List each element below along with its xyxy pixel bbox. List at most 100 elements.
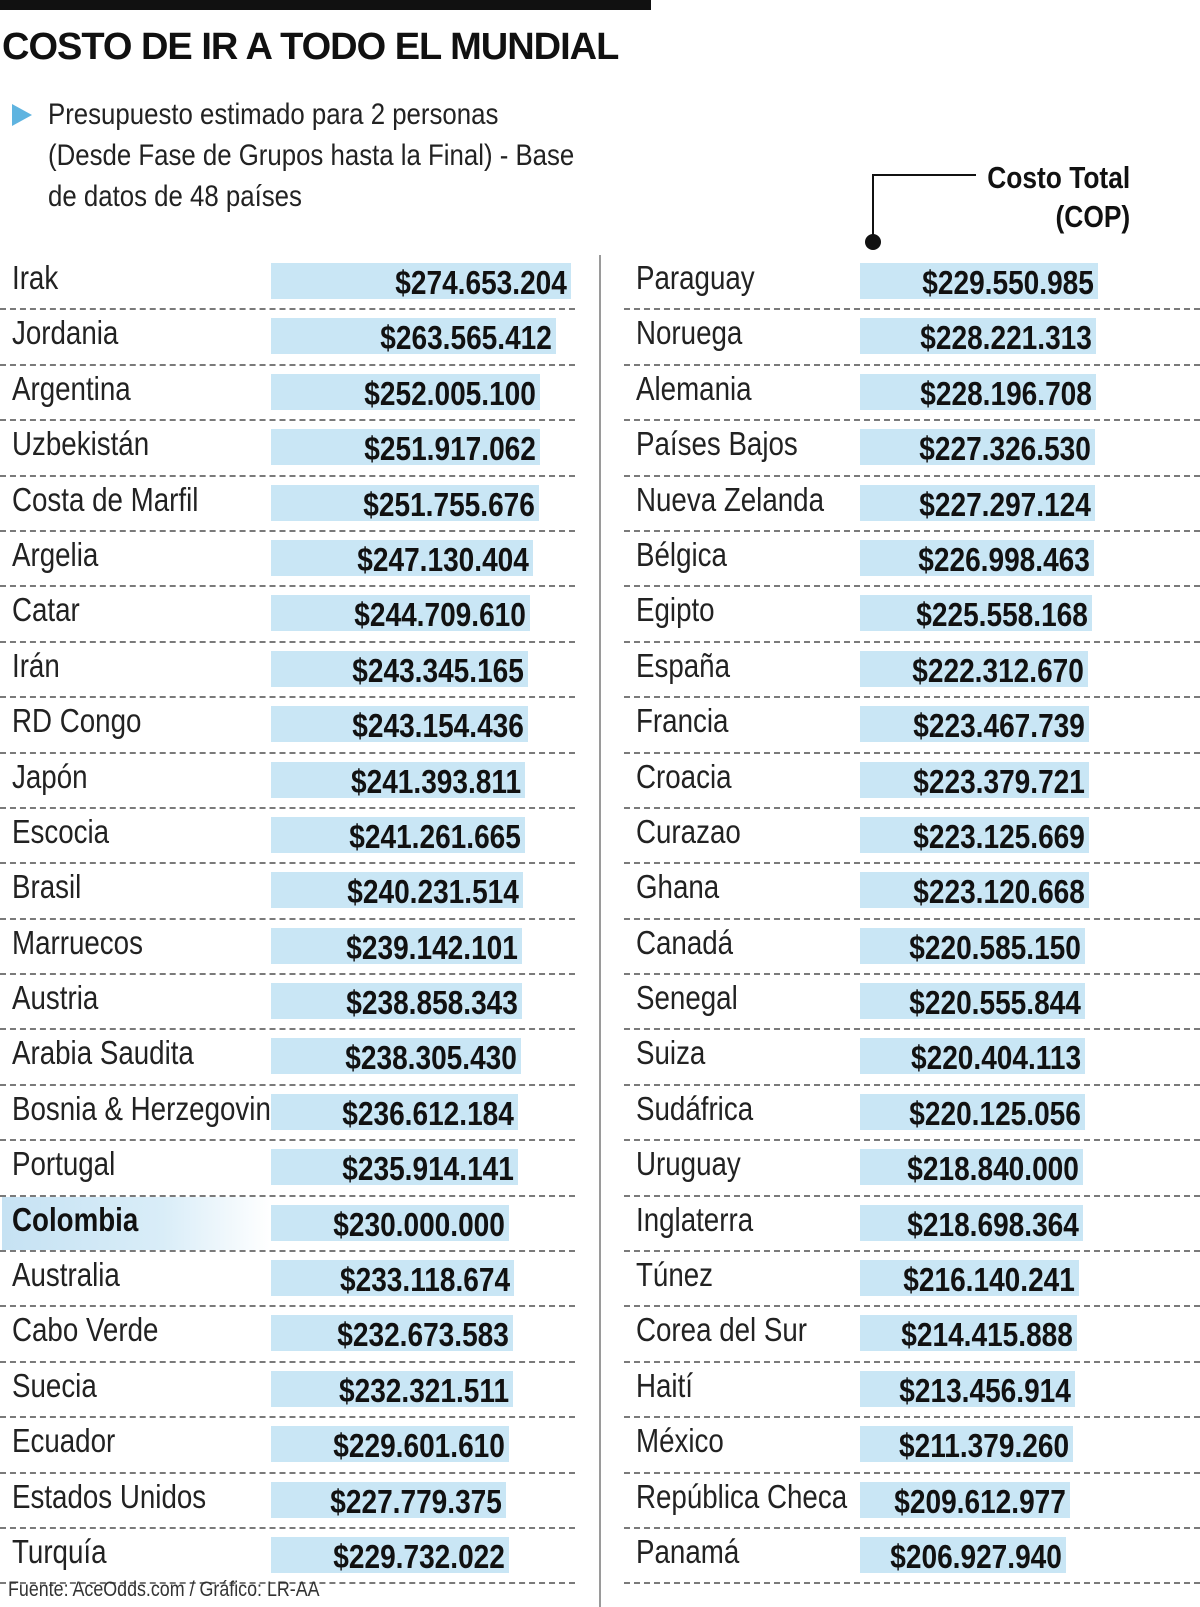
table-row: Escocia $241.261.665 (0, 809, 575, 865)
value-bar: $236.612.184 (271, 1093, 518, 1132)
table-row: Argelia $247.130.404 (0, 532, 575, 588)
country-label: Suecia (12, 1366, 97, 1404)
value-bar: $211.379.260 (860, 1426, 1073, 1464)
value-bar: $229.601.610 (271, 1426, 509, 1465)
country-label: Marruecos (12, 923, 143, 961)
value-label: $236.612.184 (342, 1094, 514, 1132)
value-label: $226.998.463 (918, 540, 1090, 578)
table-row: Austria $238.858.343 (0, 975, 575, 1031)
country-label: Curazao (636, 812, 741, 850)
table-row: Noruega $228.221.313 (624, 310, 1200, 366)
value-bar: $216.140.241 (860, 1260, 1079, 1299)
value-label: $243.345.165 (352, 651, 524, 689)
table-row: Colombia $230.000.000 (0, 1196, 575, 1253)
value-label: $229.601.610 (333, 1427, 505, 1465)
value-bar: $233.118.674 (271, 1260, 514, 1298)
table-row: Arabia Saudita $238.305.430 (0, 1030, 575, 1086)
value-label: $244.709.610 (354, 596, 526, 634)
table-row: Senegal $220.555.844 (624, 975, 1200, 1031)
header-pointer-stem (872, 174, 874, 236)
table-row: República Checa $209.612.977 (624, 1474, 1200, 1529)
table-row: Uruguay $218.840.000 (624, 1141, 1200, 1197)
value-label: $235.914.141 (342, 1150, 514, 1188)
value-label: $216.140.241 (903, 1261, 1075, 1299)
value-label: $220.125.056 (909, 1094, 1081, 1132)
value-bar: $229.550.985 (860, 263, 1098, 301)
value-bar: $243.154.436 (271, 706, 528, 744)
country-label: República Checa (636, 1477, 848, 1515)
value-label: $213.456.914 (899, 1371, 1071, 1409)
value-bar: $227.297.124 (860, 484, 1095, 523)
value-bar: $238.305.430 (271, 1038, 521, 1076)
value-label: $239.142.101 (346, 928, 518, 966)
table-row: Jordania $263.565.412 (0, 310, 575, 366)
country-label: Catar (12, 591, 80, 629)
table-row: Croacia $223.379.721 (624, 754, 1200, 809)
value-bar: $241.261.665 (271, 816, 525, 855)
table-row: Nueva Zelanda $227.297.124 (624, 477, 1200, 532)
value-label: $223.467.739 (913, 707, 1085, 745)
value-bar: $228.196.708 (860, 373, 1096, 412)
country-label: Senegal (636, 979, 738, 1017)
country-label: Portugal (12, 1145, 116, 1183)
value-label: $229.550.985 (922, 264, 1094, 301)
table-row: Alemania $228.196.708 (624, 366, 1200, 422)
source-note: Fuente: AceOdds.com / Gráfico: LR-AA (8, 1578, 320, 1601)
table-row: Irak $274.653.204 (0, 255, 575, 311)
value-bar: $223.125.669 (860, 816, 1089, 855)
value-label: $214.415.888 (901, 1316, 1073, 1354)
value-bar: $226.998.463 (860, 539, 1094, 578)
value-bar: $228.221.313 (860, 318, 1096, 356)
country-label: Cabo Verde (12, 1311, 159, 1349)
value-bar: $214.415.888 (860, 1315, 1077, 1354)
table-row: Curazao $223.125.669 (624, 809, 1200, 865)
value-bar: $238.858.343 (271, 983, 522, 1022)
country-label: Francia (636, 702, 729, 740)
left-column: Irak $274.653.204 Jordania $263.565.412 Arge… (0, 255, 575, 1585)
right-column: Paraguay $229.550.985 Noruega $228.221.313 A… (624, 255, 1200, 1585)
table-row: RD Congo $243.154.436 (0, 698, 575, 754)
table-row: Egipto $225.558.168 (624, 587, 1200, 643)
country-label: Irán (12, 646, 60, 684)
value-bar: $220.555.844 (860, 983, 1085, 1021)
country-label: Colombia (12, 1200, 139, 1238)
value-label: $218.840.000 (907, 1150, 1079, 1188)
value-bar: $247.130.404 (271, 539, 533, 578)
value-bar: $244.709.610 (271, 595, 530, 634)
header-pointer-dot (865, 234, 881, 250)
country-label: México (636, 1422, 724, 1460)
table-row: Países Bajos $227.326.530 (624, 421, 1200, 477)
value-label: $223.120.668 (913, 873, 1085, 911)
value-bar: $251.755.676 (271, 484, 539, 523)
value-bar: $251.917.062 (271, 429, 540, 467)
country-label: Irak (12, 259, 59, 296)
value-label: $240.231.514 (347, 873, 519, 911)
value-bar: $243.345.165 (271, 650, 528, 689)
value-label: $238.858.343 (346, 984, 518, 1022)
table-row: Japón $241.393.811 (0, 754, 575, 809)
table-row: Sudáfrica $220.125.056 (624, 1086, 1200, 1142)
table-row: Catar $244.709.610 (0, 587, 575, 643)
triangle-bullet-icon (12, 104, 32, 126)
table-row: Bélgica $226.998.463 (624, 532, 1200, 588)
column-header-line2: (COP) (1055, 199, 1130, 234)
value-label: $218.698.364 (907, 1205, 1079, 1243)
value-label: $227.297.124 (919, 485, 1091, 523)
value-bar: $213.456.914 (860, 1370, 1075, 1409)
value-bar: $227.326.530 (860, 429, 1095, 467)
country-label: Inglaterra (636, 1200, 754, 1238)
country-label: Austria (12, 979, 99, 1017)
value-bar: $220.585.150 (860, 927, 1085, 966)
country-label: Arabia Saudita (12, 1034, 194, 1072)
table-row: Brasil $240.231.514 (0, 864, 575, 920)
value-label: $220.585.150 (909, 928, 1081, 966)
country-label: Turquía (12, 1532, 107, 1570)
table-row: Marruecos $239.142.101 (0, 920, 575, 976)
column-divider (599, 255, 601, 1607)
country-label: Bélgica (636, 535, 727, 573)
value-bar: $223.379.721 (860, 761, 1089, 800)
value-bar: $240.231.514 (271, 872, 523, 911)
table-row: Australia $233.118.674 (0, 1252, 575, 1308)
value-label: $251.755.676 (363, 485, 535, 523)
country-label: España (636, 646, 731, 684)
